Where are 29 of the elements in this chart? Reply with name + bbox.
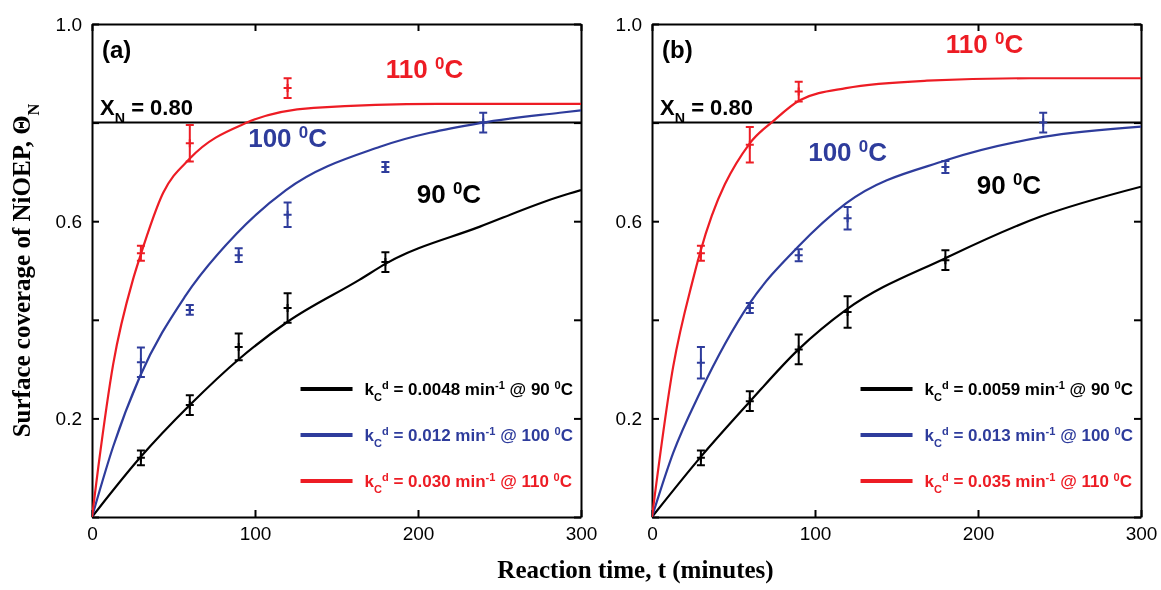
legend-label: k$_{C}$$^{d}$ = 0.035 min$^{-1}$ @ 110 $^{0}$C <box>924 470 1133 495</box>
annotation: 110 $^{0}$C <box>385 53 464 85</box>
y-tick-label: 0.2 <box>615 407 642 429</box>
y-tick-label: 0.2 <box>55 407 82 429</box>
y-tick-label: 0.6 <box>55 210 82 232</box>
legend-label: k$_{C}$$^{d}$ = 0.030 min$^{-1}$ @ 110 $^{0}$C <box>364 470 573 495</box>
x-tick-label: 0 <box>87 523 98 545</box>
annotation: (a) <box>102 36 132 63</box>
x-tick-label: 100 <box>799 523 832 545</box>
x-axis-title: Reaction time, t (minutes) <box>497 556 774 584</box>
x-tick-label: 0 <box>647 523 658 545</box>
x-tick-label: 300 <box>1125 523 1158 545</box>
annotation: 90 $^{0}$C <box>416 178 482 209</box>
y-tick-label: 1.0 <box>55 13 82 35</box>
x-tick-label: 100 <box>239 523 272 545</box>
legend-label: k$_{C}$$^{d}$ = 0.013 min$^{-1}$ @ 100 $^{0}$C <box>924 424 1133 449</box>
x-tick-label: 300 <box>565 523 598 545</box>
annotation: (b) <box>662 36 693 63</box>
annotation: 100 $^{0}$C <box>248 122 328 154</box>
x-tick-label: 200 <box>962 523 995 545</box>
y-tick-label: 0.6 <box>615 210 642 232</box>
annotation: 90 $^{0}$C <box>976 169 1042 201</box>
legend-label: k$_{C}$$^{d}$ = 0.012 min$^{-1}$ @ 100 $^{0}$C <box>364 424 573 449</box>
legend-label: k$_{C}$$^{d}$ = 0.0059 min$^{-1}$ @ 90 $^{0}$C <box>924 378 1133 403</box>
x-tick-label: 200 <box>402 523 435 545</box>
annotation: 110 $^{0}$C <box>945 28 1024 60</box>
y-tick-label: 1.0 <box>615 13 642 35</box>
annotation: 100 $^{0}$C <box>808 136 888 167</box>
legend-label: k$_{C}$$^{d}$ = 0.0048 min$^{-1}$ @ 90 $^{0}$C <box>364 378 573 403</box>
